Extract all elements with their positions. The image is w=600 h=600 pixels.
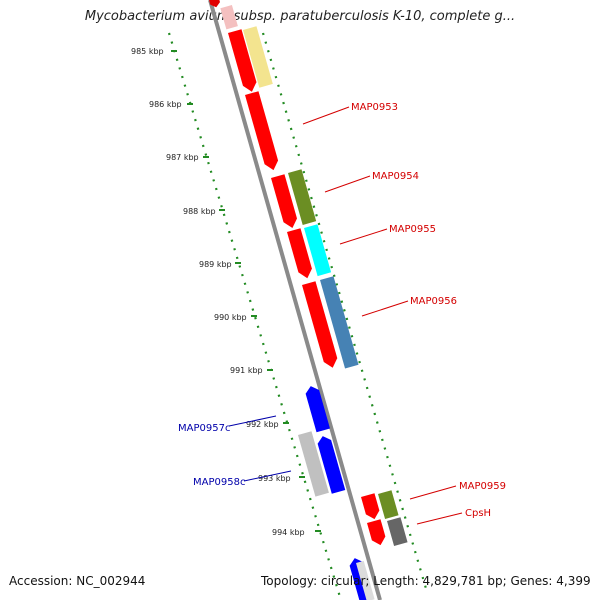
gene-map0953-block[interactable] bbox=[245, 91, 280, 172]
gene-map0954-block[interactable] bbox=[271, 174, 299, 230]
gene-partial-top bbox=[208, 0, 220, 8]
gene-cyan-block[interactable] bbox=[304, 224, 332, 277]
outer-ring-right bbox=[261, 32, 429, 593]
gene-label-map0953[interactable]: MAP0953 bbox=[351, 102, 398, 113]
leader-map0956 bbox=[361, 300, 409, 317]
gene-map0956-block[interactable] bbox=[302, 281, 339, 369]
gene-map0958c-block[interactable] bbox=[316, 434, 346, 494]
gene-silver-block[interactable] bbox=[298, 431, 329, 497]
gene-gray-block[interactable] bbox=[387, 517, 408, 547]
gene-label-map0954[interactable]: MAP0954 bbox=[372, 171, 419, 182]
scale-label-985: 985 kbp bbox=[131, 47, 164, 56]
scale-label-986: 986 kbp bbox=[149, 100, 182, 109]
map-title: Mycobacterium avium subsp. paratuberculo… bbox=[84, 9, 516, 24]
scale-label-991: 991 kbp bbox=[230, 366, 263, 375]
gene-label-cpsh[interactable]: CpsH bbox=[465, 508, 491, 519]
gene-label-map0956[interactable]: MAP0956 bbox=[410, 296, 457, 307]
gene-map0955-block[interactable] bbox=[287, 228, 314, 280]
gene-cpsh-block[interactable] bbox=[367, 519, 387, 547]
gene-label-map0958c[interactable]: MAP0958c bbox=[193, 477, 245, 488]
accession-text: Accession: NC_002944 bbox=[9, 574, 146, 588]
scale-label-992: 992 kbp bbox=[246, 420, 279, 429]
leader-map0953 bbox=[302, 106, 350, 125]
leader-map0957c bbox=[228, 415, 277, 427]
leader-cpsh bbox=[416, 512, 463, 525]
scale-tick-marks bbox=[171, 50, 321, 532]
scale-label-994: 994 kbp bbox=[272, 528, 305, 537]
leader-map0958c bbox=[243, 470, 292, 482]
scale-label-993: 993 kbp bbox=[258, 474, 291, 483]
gene-label-map0957c[interactable]: MAP0957c bbox=[178, 423, 230, 434]
backbone bbox=[208, 0, 382, 600]
scale-label-987: 987 kbp bbox=[166, 153, 199, 162]
gene-partial-bottom-silver bbox=[356, 560, 375, 600]
scale-label-990: 990 kbp bbox=[214, 313, 247, 322]
gene-map0952-block[interactable] bbox=[228, 29, 259, 93]
gene-pale-yellow-block[interactable] bbox=[243, 26, 273, 88]
topology-text: Topology: circular; Length: 4,829,781 bp… bbox=[261, 574, 591, 588]
gene-steelblue-block[interactable] bbox=[320, 276, 359, 369]
scale-label-988: 988 kbp bbox=[183, 207, 216, 216]
scale-label-989: 989 kbp bbox=[199, 260, 232, 269]
gene-map0957c-block[interactable] bbox=[304, 384, 330, 433]
gene-label-map0955[interactable]: MAP0955 bbox=[389, 224, 436, 235]
gene-olive-block[interactable] bbox=[288, 169, 317, 225]
gene-label-map0959[interactable]: MAP0959 bbox=[459, 481, 506, 492]
leader-map0959 bbox=[409, 485, 457, 500]
gene-olive-small-block[interactable] bbox=[378, 490, 399, 520]
leader-map0955 bbox=[339, 228, 388, 245]
leader-map0954 bbox=[324, 175, 371, 193]
gene-map0959-block[interactable] bbox=[361, 493, 381, 521]
gene-partial-pink bbox=[220, 4, 238, 30]
